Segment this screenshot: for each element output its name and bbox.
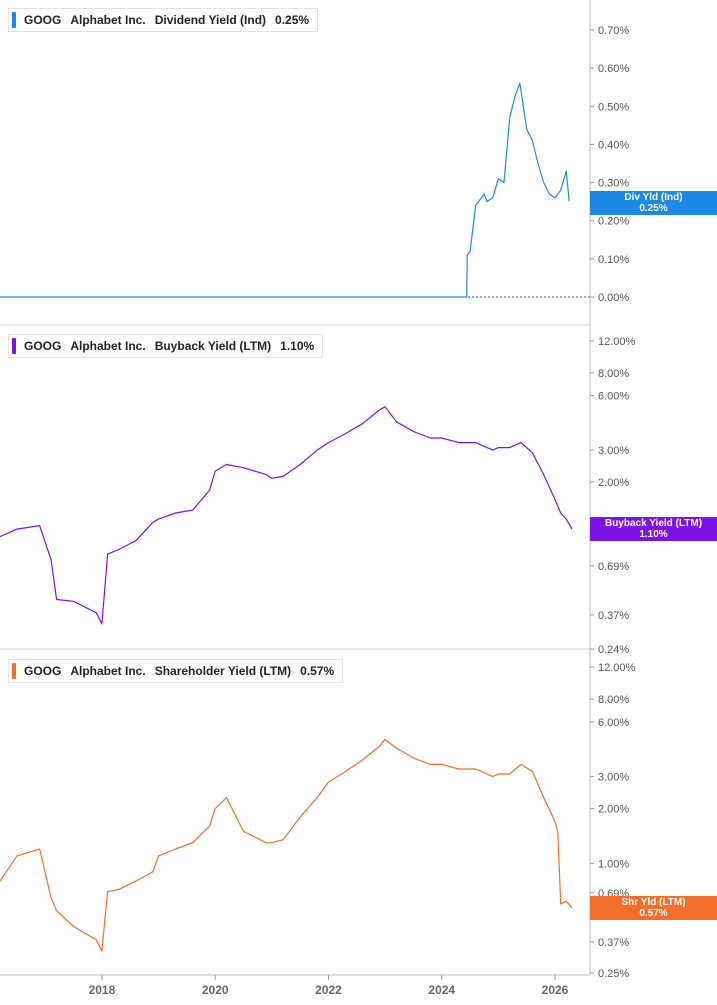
y-tick-label: 8.00% bbox=[598, 368, 629, 380]
legend-shareholder-yield[interactable]: GOOG Alphabet Inc. Shareholder Yield (LT… bbox=[8, 659, 344, 683]
x-tick-label: 2020 bbox=[202, 983, 229, 997]
x-tick-label: 2022 bbox=[315, 983, 342, 997]
y-tick-label: 1.00% bbox=[598, 858, 629, 870]
tag-value: 1.10% bbox=[639, 529, 668, 540]
y-tick-label: 0.70% bbox=[598, 25, 629, 37]
series-color-swatch bbox=[12, 12, 16, 28]
shareholder-yield-panel: 12.00%8.00%6.00%3.00%2.00%1.00%0.69%0.37… bbox=[0, 648, 636, 980]
y-tick-label: 2.00% bbox=[598, 804, 629, 816]
legend-dividend-yield[interactable]: GOOG Alphabet Inc. Dividend Yield (Ind) … bbox=[8, 8, 319, 32]
series-line-shareholder-yield-ltm- bbox=[0, 738, 573, 952]
y-tick-label: 0.60% bbox=[598, 63, 629, 75]
y-tick-label: 0.25% bbox=[598, 968, 629, 980]
series-line-buyback-yield-ltm- bbox=[0, 406, 573, 625]
y-tick-label: 0.40% bbox=[598, 139, 629, 151]
legend-company: Alphabet Inc. bbox=[70, 339, 146, 353]
y-tick-label: 0.10% bbox=[598, 254, 629, 266]
last-value-tag-shareholder: Shr Yld (LTM) 0.57% bbox=[590, 896, 717, 920]
legend-value: 0.25% bbox=[275, 13, 310, 27]
legend-metric: Buyback Yield (LTM) bbox=[154, 339, 272, 353]
y-tick-label: 3.00% bbox=[598, 772, 629, 784]
x-tick-label: 2024 bbox=[428, 983, 455, 997]
x-tick-label: 2026 bbox=[542, 983, 569, 997]
y-tick-label: 0.69% bbox=[598, 561, 629, 573]
tag-name: Div Yld (Ind) bbox=[624, 192, 683, 203]
legend-ticker: GOOG bbox=[24, 664, 62, 678]
y-tick-label: 12.00% bbox=[598, 336, 636, 348]
y-tick-label: 0.30% bbox=[598, 178, 629, 190]
y-tick-label: 8.00% bbox=[598, 694, 629, 706]
legend-company: Alphabet Inc. bbox=[70, 13, 146, 27]
last-value-tag-buyback: Buyback Yield (LTM) 1.10% bbox=[590, 517, 717, 541]
tag-value: 0.25% bbox=[639, 203, 668, 214]
legend-buyback-yield[interactable]: GOOG Alphabet Inc. Buyback Yield (LTM) 1… bbox=[8, 334, 324, 358]
legend-ticker: GOOG bbox=[24, 339, 62, 353]
y-tick-label: 0.37% bbox=[598, 937, 629, 949]
y-tick-label: 6.00% bbox=[598, 717, 629, 729]
legend-ticker: GOOG bbox=[24, 13, 62, 27]
tag-name: Shr Yld (LTM) bbox=[621, 897, 686, 908]
dividend-yield-panel: 0.70% 0.60% 0.50% 0.40% 0.30% 0.20% 0.10% 0.00% bbox=[0, 25, 629, 304]
series-line-dividend-yield-ind- bbox=[0, 82, 570, 298]
y-tick-label: 0.20% bbox=[598, 216, 629, 228]
y-tick-label: 6.00% bbox=[598, 391, 629, 403]
y-tick-label: 2.00% bbox=[598, 477, 629, 489]
buyback-yield-panel: 12.00% 8.00% 6.00% 3.00% 2.00% 0.69% 0.37% 0.24… bbox=[0, 324, 636, 656]
last-value-tag-dividend: Div Yld (Ind) 0.25% bbox=[590, 191, 717, 215]
legend-metric: Dividend Yield (Ind) bbox=[154, 13, 267, 27]
y-tick-label: 0.00% bbox=[598, 292, 629, 304]
y-tick-label: 0.24% bbox=[598, 644, 629, 656]
series-color-swatch bbox=[12, 663, 16, 679]
y-tick-label: 3.00% bbox=[598, 445, 629, 457]
tag-value: 0.57% bbox=[639, 908, 668, 919]
x-tick-label: 2018 bbox=[89, 983, 116, 997]
legend-value: 1.10% bbox=[280, 339, 315, 353]
y-tick-label: 0.50% bbox=[598, 101, 629, 113]
series-color-swatch bbox=[12, 338, 16, 354]
y-tick-label: 12.00% bbox=[598, 662, 636, 674]
x-axis: 2018 2020 2022 2024 2026 bbox=[0, 0, 591, 997]
legend-value: 0.57% bbox=[300, 664, 335, 678]
legend-metric: Shareholder Yield (LTM) bbox=[154, 664, 292, 678]
tag-name: Buyback Yield (LTM) bbox=[604, 518, 703, 529]
legend-company: Alphabet Inc. bbox=[70, 664, 146, 678]
y-tick-label: 0.37% bbox=[598, 610, 629, 622]
